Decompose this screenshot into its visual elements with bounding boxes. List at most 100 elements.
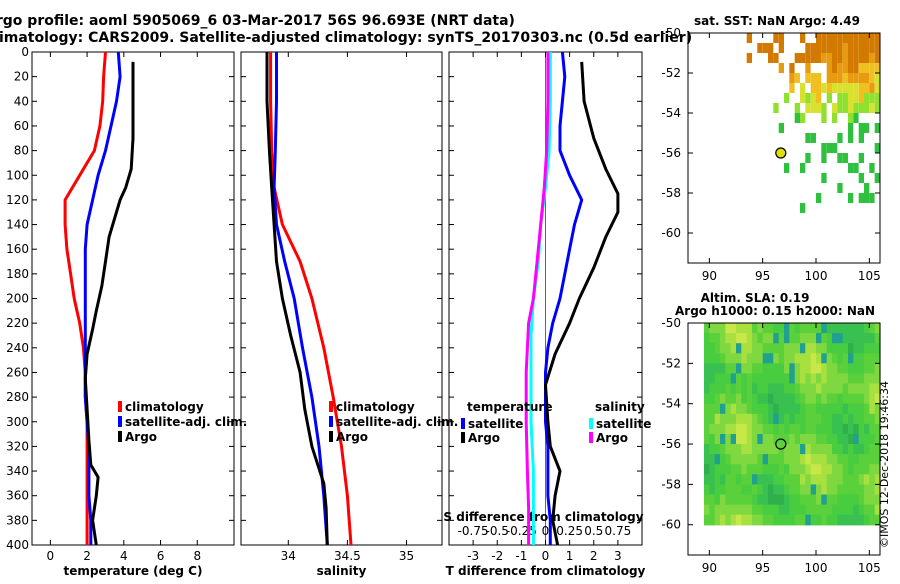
map-cell: [720, 434, 726, 445]
map-cell: [869, 323, 876, 334]
map-cell: [842, 343, 849, 354]
map-cell: [821, 383, 828, 395]
map-cell: [805, 373, 812, 385]
map-cell: [874, 504, 881, 516]
map-cell: [709, 514, 716, 526]
x-tick-label: 0: [542, 549, 550, 563]
map-cell: [778, 413, 785, 425]
x-tick-label: 2: [590, 549, 598, 563]
map-cell: [746, 504, 753, 516]
map-cell: [714, 393, 721, 405]
map-cell: [789, 393, 796, 405]
y-tick-label: 40: [14, 94, 29, 108]
map-cell: [789, 413, 796, 425]
map-cell: [704, 504, 710, 516]
map-cell: [848, 393, 854, 405]
map-cell: [757, 333, 764, 344]
map-cell: [757, 494, 764, 506]
map-cell: [800, 83, 806, 93]
map-cell: [853, 393, 860, 405]
map-sst_map: -50 -52 -54 -56 -58 -60 90 95 100 105: [661, 26, 880, 283]
map-cell: [842, 454, 849, 465]
map-cell: [805, 133, 811, 143]
map-cell: [736, 484, 742, 496]
map-cell: [848, 33, 854, 43]
map-cell: [746, 383, 753, 395]
x-tick-label: 3: [614, 549, 622, 563]
map-cell: [864, 43, 870, 53]
map-cell: [874, 403, 881, 415]
map-cell: [864, 333, 870, 344]
map-cell: [725, 363, 732, 374]
y-tick-label: 260: [6, 365, 29, 379]
map-cell: [826, 403, 833, 415]
y-tick-label: 100: [6, 168, 29, 182]
map-cell: [869, 383, 876, 395]
map-cell: [736, 373, 742, 385]
map-cell: [725, 494, 732, 506]
y-tick-label: -60: [661, 226, 681, 240]
map-cell: [768, 383, 774, 395]
map-cell: [709, 343, 716, 354]
map-cell: [768, 474, 774, 485]
map-cell: [789, 434, 796, 445]
map-cell: [725, 353, 732, 364]
map-cell: [704, 444, 710, 455]
x-tick-label: -1: [515, 549, 527, 563]
map-cell: [853, 323, 860, 334]
map-cell: [762, 484, 769, 496]
map-cell: [784, 163, 790, 173]
y-tick-label: -52: [661, 66, 681, 80]
map-cell: [730, 464, 737, 475]
map-cell: [842, 464, 849, 475]
map-cell: [709, 383, 716, 395]
map-cell: [752, 363, 758, 374]
map-cell: [864, 474, 870, 485]
map-cell: [805, 434, 812, 445]
map-cell: [858, 514, 865, 526]
map-cell: [784, 393, 790, 405]
argo-position-marker: [775, 438, 787, 450]
map-cell: [810, 434, 817, 445]
map-cell: [858, 434, 865, 445]
map-cell: [784, 514, 790, 526]
map-cell: [842, 93, 848, 103]
map-cell: [810, 83, 816, 93]
map-cell: [794, 454, 801, 465]
map-cell: [730, 474, 737, 485]
legend-swatch: [329, 416, 333, 427]
map-cell: [800, 464, 806, 475]
map-cell: [848, 413, 854, 425]
map-cell: [869, 373, 876, 385]
x-tick-label: 105: [858, 561, 881, 575]
map-cell: [741, 363, 748, 374]
map-cell: [752, 504, 758, 516]
map-cell: [832, 464, 838, 475]
map-cell: [805, 423, 812, 435]
map-cell: [773, 393, 780, 405]
legend-title-temperature: temperature: [467, 400, 552, 414]
map-cell: [848, 484, 854, 496]
map-cell: [773, 413, 780, 425]
map-cell: [768, 514, 774, 526]
map-cell: [826, 33, 832, 43]
map-cell: [784, 353, 790, 364]
map-cell: [746, 514, 753, 526]
map-cell: [837, 454, 844, 465]
map-cell: [858, 73, 864, 83]
map-cell: [789, 373, 796, 385]
map-cell: [805, 383, 812, 395]
map-cell: [874, 423, 881, 435]
y-tick-label: -58: [661, 186, 681, 200]
map-cell: [714, 353, 721, 364]
map-cell: [864, 423, 870, 435]
map-cell: [826, 83, 832, 93]
map-cell: [869, 83, 875, 93]
map-cell: [746, 393, 753, 405]
map-cell: [720, 504, 726, 516]
map-cell: [816, 383, 822, 395]
map-cell: [821, 343, 828, 354]
map-cell: [864, 63, 870, 73]
map-cell: [720, 444, 726, 455]
map-cell: [869, 103, 875, 113]
